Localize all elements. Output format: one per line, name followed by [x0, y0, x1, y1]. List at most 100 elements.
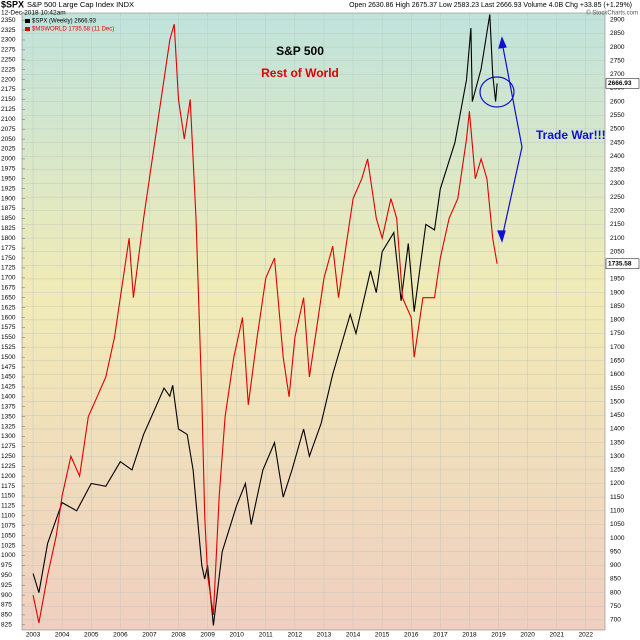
y-tick-label: 2075: [1, 126, 16, 133]
x-tick-label: 2012: [288, 632, 303, 639]
x-tick-label: 2020: [520, 632, 535, 639]
plot-area: [21, 12, 606, 631]
y-tick-label: 2175: [1, 86, 16, 93]
y2-tick-label: 1650: [610, 357, 625, 364]
y-tick-label: 1375: [1, 403, 16, 410]
y-tick-label: 950: [1, 572, 12, 579]
y2-tick-label: 1500: [610, 398, 625, 405]
y-tick-label: 925: [1, 582, 12, 589]
y-tick-label: 900: [1, 592, 12, 599]
y2-tick-label: 850: [610, 576, 621, 583]
y2-tick-label: 2350: [610, 167, 625, 174]
y2-tick-label: 1900: [610, 289, 625, 296]
y-tick-label: 2025: [1, 146, 16, 153]
y-tick-label: 850: [1, 612, 12, 619]
y2-tick-label: 2500: [610, 126, 625, 133]
y-tick-label: 2125: [1, 106, 16, 113]
x-tick-label: 2021: [549, 632, 564, 639]
y-tick-label: 1050: [1, 532, 16, 539]
series-line: [32, 23, 498, 624]
y-tick-label: 2000: [1, 156, 16, 163]
x-tick-label: 2007: [142, 632, 157, 639]
y2-tick-label: 1050: [610, 521, 625, 528]
y2-tick-label: 1850: [610, 303, 625, 310]
last-value-label: 2666.93: [608, 80, 632, 87]
y-tick-label: 1825: [1, 225, 16, 232]
y-tick-label: 1100: [1, 513, 15, 520]
legend-entry: $MSWORLD 1735.58 (11 Dec): [32, 27, 114, 33]
y-tick-label: 1800: [1, 235, 16, 242]
y2-tick-label: 2550: [610, 112, 625, 119]
series-line: [32, 14, 498, 626]
x-tick-label: 2018: [462, 632, 477, 639]
y-tick-label: 1175: [1, 483, 15, 490]
last-value-box: [605, 258, 640, 270]
x-tick-label: 2019: [491, 632, 506, 639]
annotation: Rest of World: [261, 66, 339, 80]
y-tick-label: 975: [1, 562, 12, 569]
y-tick-label: 1225: [1, 463, 16, 470]
y-tick-label: 1075: [1, 522, 16, 529]
y-tick-label: 2275: [1, 47, 16, 54]
y2-tick-label: 750: [610, 603, 621, 610]
y2-tick-label: 2250: [610, 194, 625, 201]
y2-tick-label: 2100: [610, 235, 625, 242]
y-tick-label: 1675: [1, 285, 16, 292]
y-tick-label: 1275: [1, 443, 16, 450]
y-tick-label: 2200: [1, 76, 16, 83]
y-tick-label: 1700: [1, 275, 16, 282]
y2-tick-label: 2150: [610, 221, 625, 228]
y2-tick-label: 1300: [610, 453, 625, 460]
y2-tick-label: 900: [610, 562, 621, 569]
y-tick-label: 1400: [1, 394, 16, 401]
last-value-box: [605, 78, 640, 89]
y2-tick-label: 2200: [610, 207, 625, 214]
symbol: $SPX: [1, 0, 24, 9]
date: 12-Dec-2018 10:42am: [1, 10, 66, 17]
x-tick-label: 2022: [579, 632, 594, 639]
x-tick-label: 2017: [433, 632, 448, 639]
y-tick-label: 1850: [1, 215, 16, 222]
x-tick-label: 2013: [317, 632, 332, 639]
y2-tick-label: 1350: [610, 439, 625, 446]
y-tick-label: 825: [1, 622, 12, 629]
y2-tick-label: 1200: [610, 480, 625, 487]
y-tick-label: 875: [1, 602, 12, 609]
y-tick-label: 1150: [1, 493, 15, 500]
y2-tick-label: 1100: [610, 508, 624, 515]
y2-tick-label: 2600: [610, 98, 625, 105]
y-tick-label: 1525: [1, 344, 16, 351]
y2-tick-label: 1450: [610, 412, 625, 419]
chart-title: S&P 500 Large Cap Index INDX: [27, 0, 134, 9]
y-tick-label: 1775: [1, 245, 16, 252]
y-tick-label: 1575: [1, 324, 16, 331]
x-tick-label: 2004: [55, 632, 70, 639]
y-tick-label: 1500: [1, 354, 16, 361]
annotation: Trade War!!!: [536, 128, 606, 142]
y-tick-label: 1600: [1, 314, 16, 321]
source: © StockCharts.com: [586, 10, 638, 17]
y-tick-label: 1975: [1, 166, 16, 173]
y2-tick-label: 2300: [610, 180, 625, 187]
x-tick-label: 2003: [26, 632, 41, 639]
arrows: [479, 36, 523, 243]
y2-tick-label: 2400: [610, 153, 625, 160]
y-tick-label: 1900: [1, 195, 16, 202]
y-tick-label: 1450: [1, 374, 16, 381]
y-tick-label: 1875: [1, 205, 16, 212]
x-tick-label: 2014: [346, 632, 361, 639]
y2-tick-label: 1800: [610, 317, 625, 324]
y2-tick-label: 1400: [610, 426, 625, 433]
y-tick-label: 2325: [1, 27, 16, 34]
y-tick-label: 1125: [1, 503, 15, 510]
y-tick-label: 1000: [1, 552, 16, 559]
x-tick-label: 2009: [200, 632, 215, 639]
y2-tick-label: 2850: [610, 30, 625, 37]
y-tick-label: 2100: [1, 116, 16, 123]
y2-tick-label: 1700: [610, 344, 625, 351]
y2-tick-label: 1950: [610, 276, 625, 283]
last-value-label: 1735.58: [608, 260, 632, 267]
x-tick-label: 2006: [113, 632, 128, 639]
y-tick-label: 1200: [1, 473, 16, 480]
